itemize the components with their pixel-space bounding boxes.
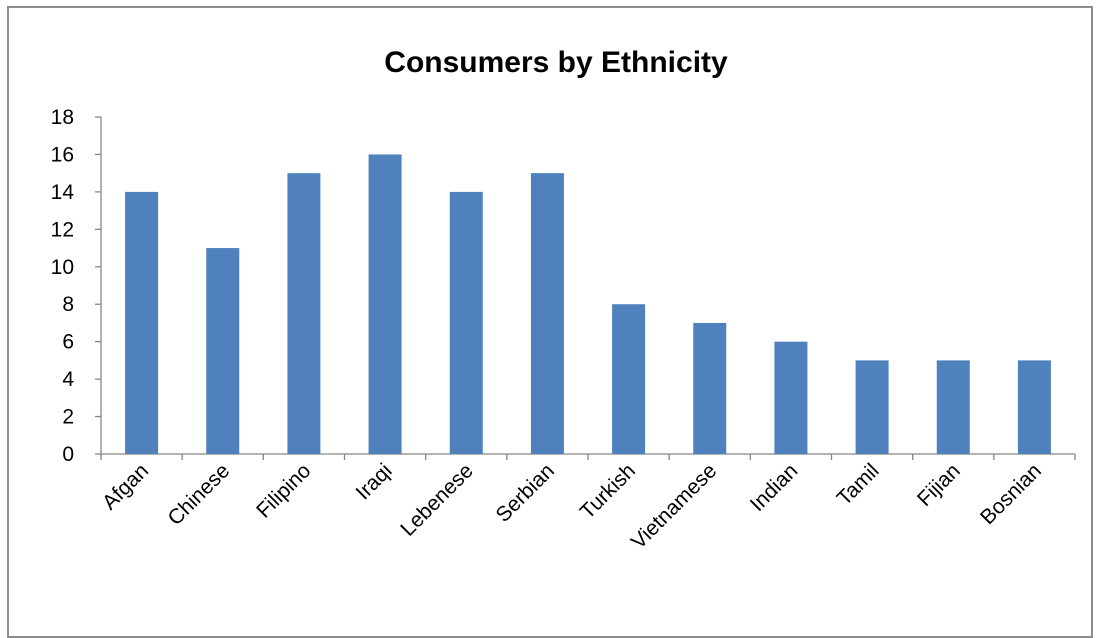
y-tick-label: 10 (51, 256, 74, 279)
x-tick-label-fijian: Fijian (913, 459, 965, 511)
bar-turkish (612, 304, 646, 454)
axes (95, 116, 1076, 460)
y-tick-label: 14 (51, 181, 75, 204)
x-tick-label-bosnian: Bosnian (976, 459, 1046, 529)
bar-afgan (125, 191, 159, 454)
bar-vietnamese (693, 322, 727, 454)
x-tick-label-tamil: Tamil (833, 459, 884, 510)
y-tick-label: 12 (51, 218, 74, 241)
bar-bosnian (1017, 360, 1051, 454)
x-tick-label-afgan: Afgan (98, 459, 153, 514)
x-tick-label-serbian: Serbian (492, 459, 559, 526)
x-tick-label-iraqi: Iraqi (351, 459, 396, 504)
bar-chinese (206, 248, 240, 454)
y-tick-label: 16 (51, 143, 74, 166)
x-tick-label-lebenese: Lebenese (396, 459, 478, 541)
chart-title: Consumers by Ethnicity (384, 46, 728, 79)
x-tick-label-filipino: Filipino (252, 459, 315, 522)
bar-filipino (287, 173, 321, 454)
bar-lebenese (449, 191, 483, 454)
y-tick-label: 2 (62, 406, 74, 429)
y-tick-label: 0 (62, 443, 74, 466)
y-tick-labels: 0 2 4 6 8 10 12 14 16 18 (51, 106, 75, 466)
x-tick-label-turkish: Turkish (576, 459, 640, 523)
bar-fijian (936, 360, 970, 454)
y-tick-label: 18 (51, 106, 74, 129)
bar-serbian (530, 173, 564, 454)
y-tick-label: 8 (62, 293, 74, 316)
x-tick-labels: Afgan Chinese Filipino Iraqi Lebenese Serbian… (98, 459, 1046, 553)
y-tick-label: 4 (62, 368, 74, 391)
bars (125, 154, 1051, 454)
bar-indian (774, 341, 808, 454)
x-tick-label-chinese: Chinese (164, 459, 235, 530)
x-tick-label-vietnamese: Vietnamese (627, 459, 721, 553)
x-tick-label-indian: Indian (746, 459, 803, 516)
bar-iraqi (368, 154, 402, 454)
y-tick-label: 6 (62, 331, 74, 354)
bar-tamil (855, 360, 889, 454)
